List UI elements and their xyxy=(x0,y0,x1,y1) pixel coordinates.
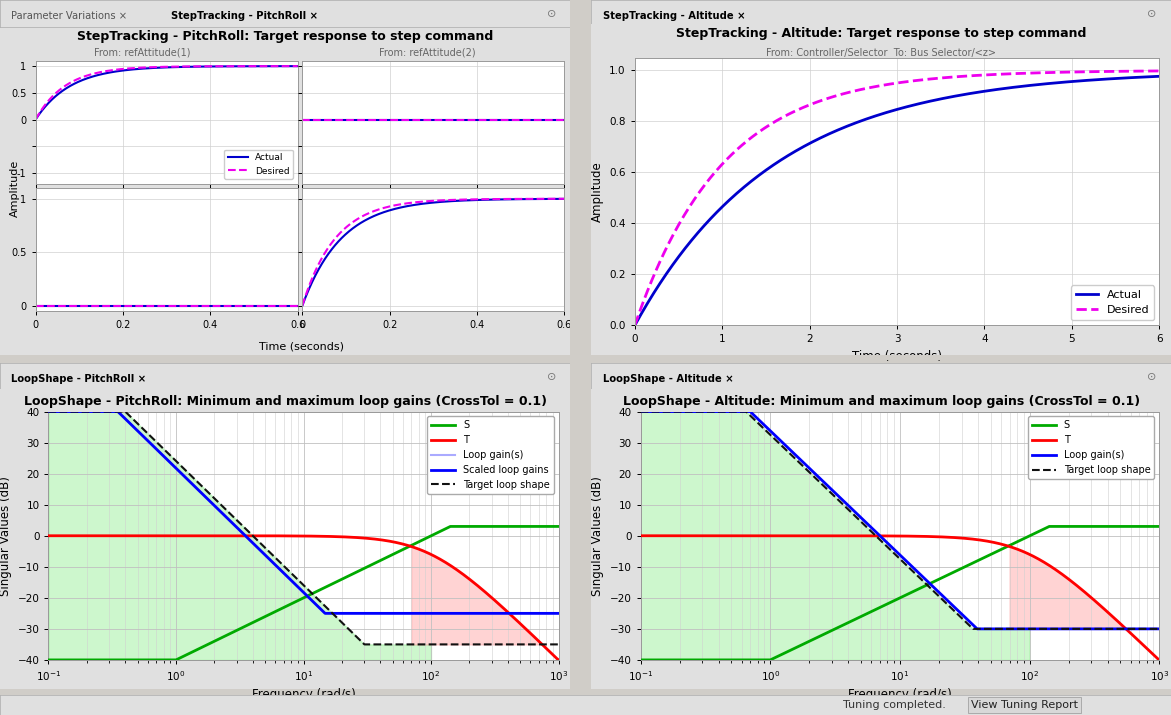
Text: StepTracking - PitchRoll: Target response to step command: StepTracking - PitchRoll: Target respons… xyxy=(77,30,493,43)
Text: LoopShape - PitchRoll ×: LoopShape - PitchRoll × xyxy=(12,374,146,384)
Text: Tuning completed.: Tuning completed. xyxy=(843,700,946,710)
Text: Time (seconds): Time (seconds) xyxy=(259,342,343,352)
Text: From: Controller/Selector  To: Bus Selector/<z>: From: Controller/Selector To: Bus Select… xyxy=(766,49,997,59)
Text: From: refAttitude(1): From: refAttitude(1) xyxy=(95,47,191,57)
Legend: Actual, Desired: Actual, Desired xyxy=(224,149,293,179)
Text: StepTracking - Altitude ×: StepTracking - Altitude × xyxy=(603,11,746,21)
Text: To: Bus Selector/<pitch>: To: Bus Selector/<pitch> xyxy=(37,72,47,166)
Text: ⊙: ⊙ xyxy=(1148,9,1157,19)
Legend: S, T, Loop gain(s), Target loop shape: S, T, Loop gain(s), Target loop shape xyxy=(1028,416,1155,479)
Text: LoopShape - Altitude: Minimum and maximum loop gains (CrossTol = 0.1): LoopShape - Altitude: Minimum and maximu… xyxy=(623,395,1139,408)
X-axis label: Frequency (rad/s): Frequency (rad/s) xyxy=(252,689,355,701)
Text: StepTracking - Altitude: Target response to step command: StepTracking - Altitude: Target response… xyxy=(676,27,1087,40)
Legend: Actual, Desired: Actual, Desired xyxy=(1071,285,1153,320)
Text: Parameter Variations ×: Parameter Variations × xyxy=(12,11,128,21)
Text: ⊙: ⊙ xyxy=(547,9,556,19)
X-axis label: Time (seconds): Time (seconds) xyxy=(852,350,941,363)
Text: To: Bus Selector/<roll>: To: Bus Selector/<roll> xyxy=(37,214,47,303)
Y-axis label: Singular Values (dB): Singular Values (dB) xyxy=(0,475,12,596)
Text: View Tuning Report: View Tuning Report xyxy=(971,700,1078,710)
Text: LoopShape - Altitude ×: LoopShape - Altitude × xyxy=(603,374,733,384)
Text: ⊙: ⊙ xyxy=(1148,372,1157,382)
Text: From: refAttitude(2): From: refAttitude(2) xyxy=(379,47,477,57)
Text: Amplitude: Amplitude xyxy=(9,160,20,217)
X-axis label: Frequency (rad/s): Frequency (rad/s) xyxy=(848,689,952,701)
Text: ⊙: ⊙ xyxy=(547,372,556,382)
Text: LoopShape - PitchRoll: Minimum and maximum loop gains (CrossTol = 0.1): LoopShape - PitchRoll: Minimum and maxim… xyxy=(23,395,547,408)
Y-axis label: Amplitude: Amplitude xyxy=(590,161,604,222)
Legend: S, T, Loop gain(s), Scaled loop gains, Target loop shape: S, T, Loop gain(s), Scaled loop gains, T… xyxy=(427,416,554,493)
Text: StepTracking - PitchRoll ×: StepTracking - PitchRoll × xyxy=(171,11,319,21)
Y-axis label: Singular Values (dB): Singular Values (dB) xyxy=(591,475,604,596)
